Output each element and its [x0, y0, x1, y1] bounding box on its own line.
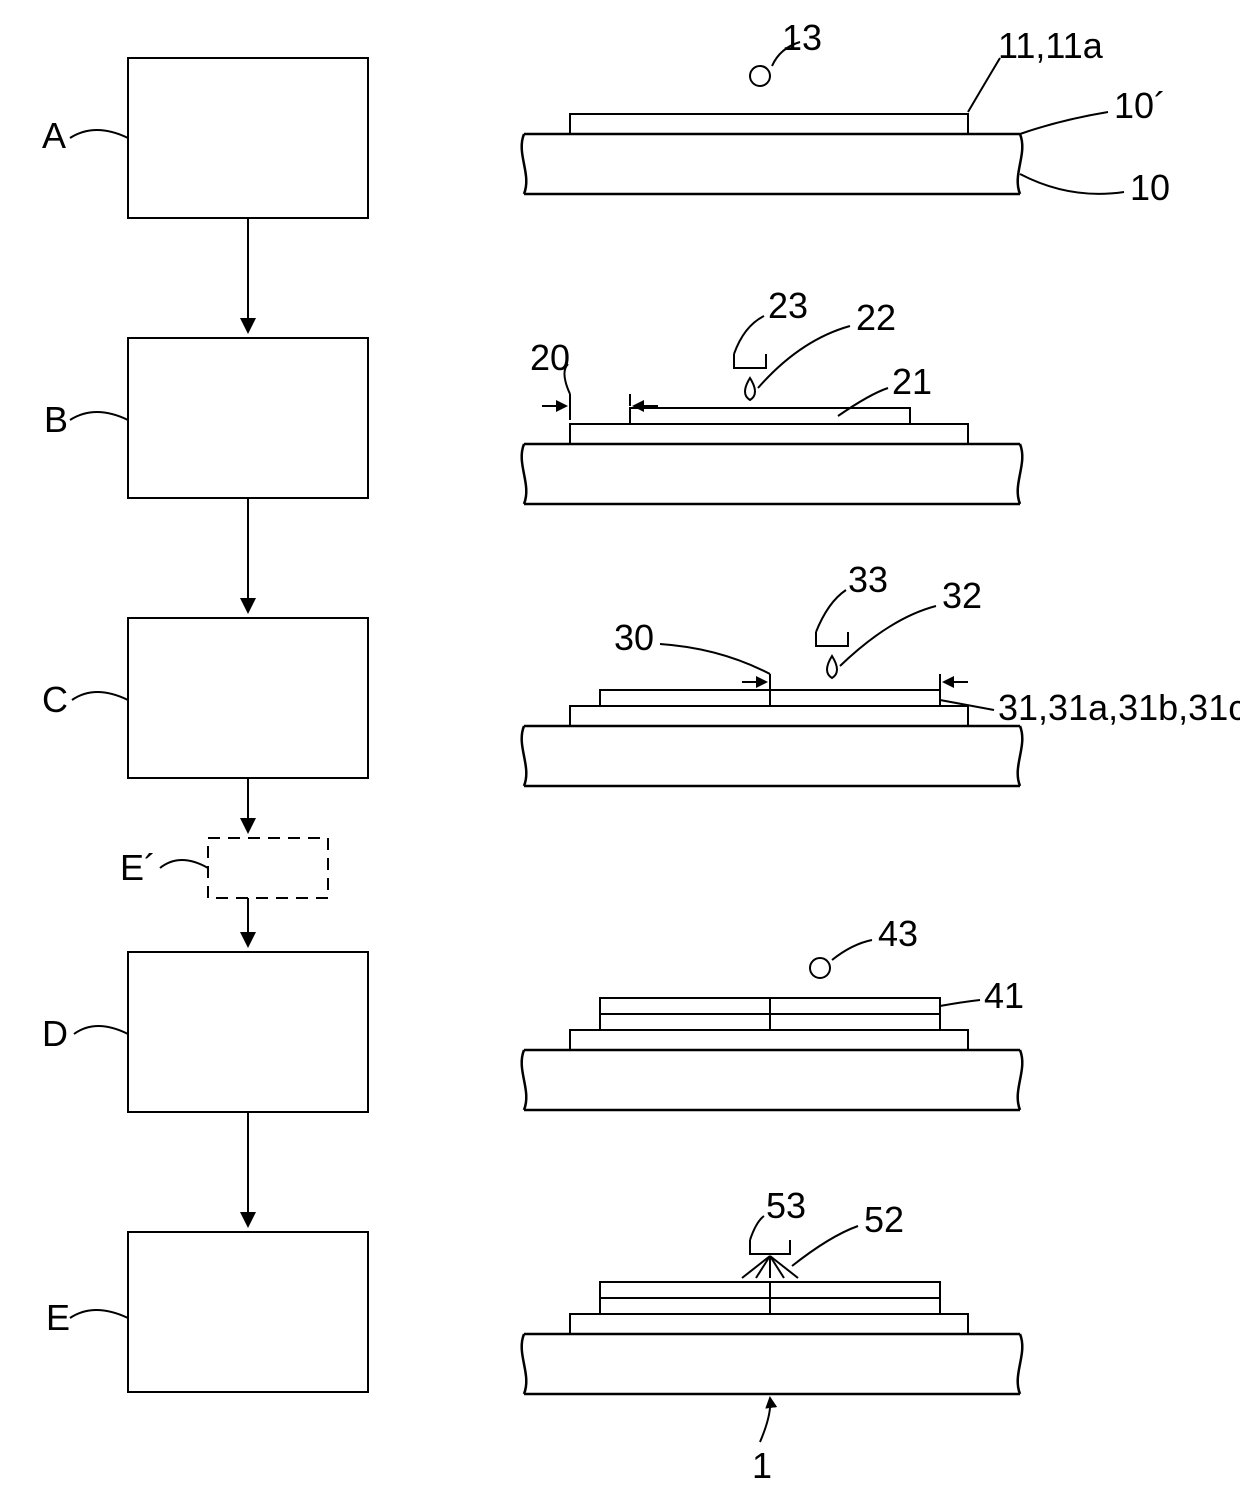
- p-a-left-break: [522, 134, 527, 194]
- p-c-nozzle: [816, 632, 848, 646]
- p-b-label-23: 23: [768, 285, 808, 326]
- label-e: E: [46, 1297, 70, 1338]
- p-a-layer-11: [570, 114, 968, 134]
- box-a: [128, 58, 368, 218]
- p-a-leader-10: [1020, 174, 1124, 194]
- label-eprime: E´: [120, 847, 156, 888]
- p-d-label-41: 41: [984, 975, 1024, 1016]
- p-c-label-33: 33: [848, 559, 888, 600]
- p-e-layer-11: [570, 1314, 968, 1334]
- panel-b: 23 22 20 21: [522, 285, 1023, 504]
- p-b-label-21: 21: [892, 361, 932, 402]
- box-b: [128, 338, 368, 498]
- p-b-layer-11: [570, 424, 968, 444]
- leader-e: [70, 1310, 128, 1318]
- p-c-label-30: 30: [614, 617, 654, 658]
- leader-fig-1: [760, 1398, 770, 1442]
- box-d: [128, 952, 368, 1112]
- p-a-label-10p: 10´: [1114, 85, 1166, 126]
- p-c-label-31: 31,31a,31b,31c: [998, 687, 1240, 728]
- box-e-prime: [208, 838, 328, 898]
- p-c-label-32: 32: [942, 575, 982, 616]
- p-e-label-52: 52: [864, 1199, 904, 1240]
- panel-a: 13 11,11a 10´ 10: [522, 17, 1170, 208]
- label-b: B: [44, 399, 68, 440]
- p-a-label-11: 11,11a: [998, 25, 1104, 66]
- p-d-element-43: [810, 958, 830, 978]
- p-e-label-53: 53: [766, 1185, 806, 1226]
- p-a-label-10: 10: [1130, 167, 1170, 208]
- p-a-leader-10p: [1020, 112, 1108, 134]
- leader-eprime: [160, 860, 208, 868]
- leader-d: [74, 1026, 128, 1034]
- p-d-label-43: 43: [878, 913, 918, 954]
- leader-c: [72, 692, 128, 700]
- flowchart: A B C E´ D E: [42, 58, 368, 1392]
- p-a-label-13: 13: [782, 17, 822, 58]
- p-b-label-22: 22: [856, 297, 896, 338]
- p-b-nozzle: [734, 354, 766, 368]
- p-a-right-break: [1018, 134, 1023, 194]
- p-b-drop: [745, 378, 755, 400]
- label-d: D: [42, 1013, 68, 1054]
- p-c-drop: [827, 656, 837, 678]
- p-b-label-20: 20: [530, 337, 570, 378]
- leader-b: [70, 412, 128, 420]
- leader-a: [70, 130, 128, 138]
- box-e: [128, 1232, 368, 1392]
- p-a-element-13: [750, 66, 770, 86]
- p-c-layer-11: [570, 706, 968, 726]
- p-e-nozzle: [750, 1240, 790, 1254]
- label-c: C: [42, 679, 68, 720]
- box-c: [128, 618, 368, 778]
- p-b-layer-21: [630, 408, 910, 424]
- p-d-layer-11: [570, 1030, 968, 1050]
- panel-c: 33 32 30 31,31a,31b,31c: [522, 559, 1240, 786]
- panel-d: 43 41: [522, 913, 1024, 1110]
- label-a: A: [42, 115, 66, 156]
- panel-e: 53 52 1: [522, 1185, 1023, 1486]
- p-a-leader-11: [968, 58, 1000, 112]
- label-fig-1: 1: [752, 1445, 772, 1486]
